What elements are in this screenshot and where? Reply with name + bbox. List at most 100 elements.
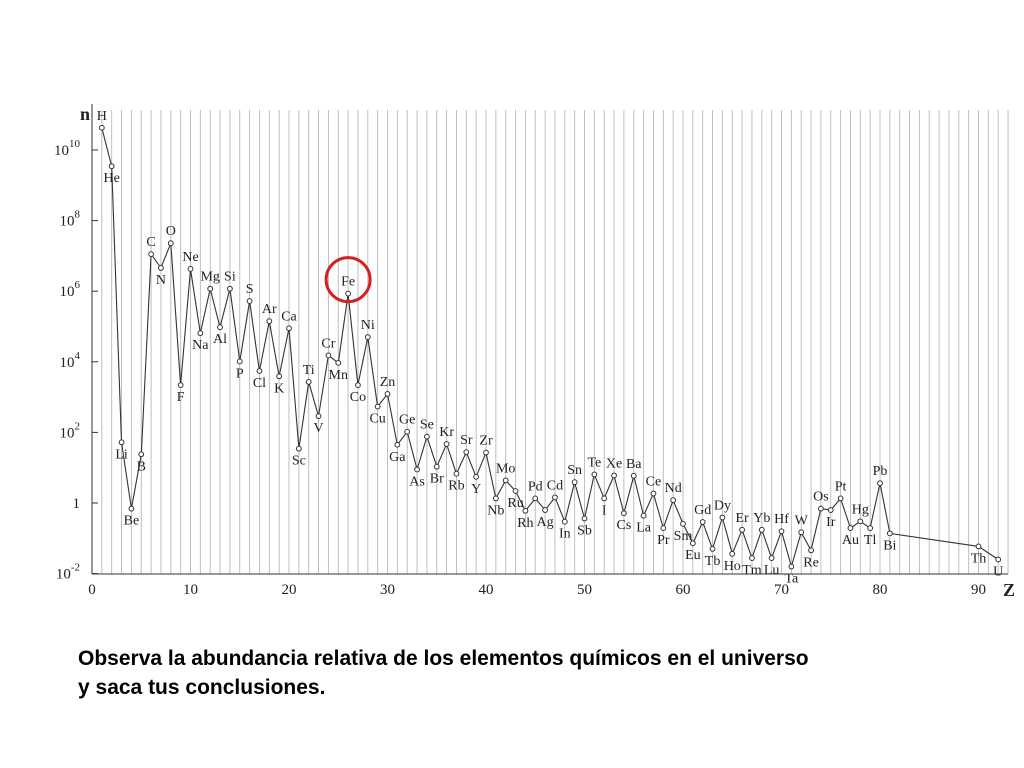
element-label-sb: Sb — [577, 524, 592, 539]
element-label-n: N — [156, 273, 166, 288]
data-point-kr — [443, 441, 450, 447]
data-point-re — [808, 547, 814, 554]
element-label-kr: Kr — [439, 425, 454, 440]
data-point-ba — [630, 472, 637, 479]
element-label-rh: Rh — [517, 516, 533, 531]
data-point-mo — [502, 477, 509, 484]
element-label-ni: Ni — [361, 318, 375, 333]
element-label-er: Er — [735, 511, 749, 526]
element-label-zr: Zr — [479, 434, 493, 449]
y-tick-label: 102 — [60, 420, 81, 441]
data-point-mg — [207, 285, 214, 292]
x-tick-label: 90 — [971, 582, 986, 598]
data-point-br — [433, 463, 440, 470]
data-point-in — [561, 518, 568, 525]
data-point-pd — [532, 495, 539, 502]
data-point-bi — [886, 530, 893, 537]
data-point-li — [118, 439, 125, 446]
element-label-pt: Pt — [835, 479, 847, 494]
data-point-te — [591, 471, 598, 478]
data-point-ho — [729, 550, 736, 557]
element-label-tm: Tm — [742, 563, 762, 578]
x-tick-label: 70 — [774, 582, 789, 598]
element-label-sm: Sm — [674, 529, 693, 544]
data-point-ti — [305, 379, 312, 385]
data-point-au — [847, 525, 854, 531]
data-point-k — [276, 373, 283, 380]
axes — [91, 104, 1009, 575]
element-label-w: W — [795, 513, 809, 528]
element-label-he: He — [104, 171, 120, 186]
data-point-nb — [492, 495, 499, 502]
data-point-gd — [699, 519, 706, 525]
data-point-mn — [335, 359, 342, 366]
element-label-cs: Cs — [617, 518, 632, 533]
element-label-ce: Ce — [646, 474, 662, 489]
data-point-cd — [552, 494, 558, 501]
element-label-li: Li — [115, 447, 128, 462]
y-axis-label: n — [80, 104, 90, 124]
element-label-sc: Sc — [292, 454, 306, 469]
y-tick-exponent: 8 — [75, 209, 81, 221]
x-tick-label: 20 — [282, 582, 297, 598]
data-point-sc — [295, 445, 302, 452]
y-tick-exponent: -2 — [71, 562, 80, 574]
element-label-ba: Ba — [626, 457, 642, 472]
element-label-pr: Pr — [657, 533, 670, 548]
data-point-n — [158, 265, 164, 271]
data-point-cs — [621, 510, 627, 517]
caption-line-2: y saca tus conclusiones. — [78, 676, 326, 699]
data-point-o — [167, 240, 174, 247]
data-point-cu — [374, 403, 381, 410]
data-point-la — [640, 512, 647, 519]
element-label-re: Re — [803, 555, 819, 570]
element-label-pb: Pb — [873, 464, 888, 479]
element-label-ne: Ne — [182, 250, 198, 265]
data-point-he — [108, 163, 115, 170]
element-label-eu: Eu — [685, 548, 701, 563]
y-tick-label: 104 — [60, 350, 81, 371]
data-point-hf — [778, 528, 785, 535]
data-point-ca — [286, 325, 292, 332]
element-label-u: U — [993, 564, 1003, 579]
data-point-c — [148, 251, 155, 258]
data-point-hg — [857, 518, 864, 525]
data-point-p — [236, 358, 243, 365]
data-point-u — [995, 556, 1002, 563]
data-point-co — [355, 382, 361, 388]
data-point-w — [798, 529, 805, 536]
data-point-be — [128, 505, 135, 512]
element-label-s: S — [246, 282, 254, 297]
element-label-gd: Gd — [694, 503, 711, 518]
x-tick-label: 0 — [88, 582, 96, 598]
element-label-ar: Ar — [262, 302, 277, 317]
x-tick-label: 60 — [676, 582, 691, 598]
element-label-si: Si — [224, 270, 236, 285]
element-label-as: As — [409, 474, 425, 489]
y-tick-label: 1010 — [54, 138, 81, 159]
data-point-cr — [325, 352, 332, 359]
data-point-eu — [689, 540, 696, 547]
data-point-b — [138, 451, 145, 458]
data-point-dy — [719, 514, 726, 521]
element-label-au: Au — [842, 533, 859, 548]
element-label-ti: Ti — [303, 363, 315, 378]
data-point-sn — [571, 479, 578, 486]
x-tick-label: 80 — [873, 582, 888, 598]
element-label-ge: Ge — [399, 413, 415, 428]
data-point-ag — [542, 507, 548, 513]
element-label-b: B — [137, 459, 146, 474]
element-label-dy: Dy — [714, 498, 731, 513]
data-point-ce — [650, 490, 657, 497]
element-label-sr: Sr — [460, 433, 473, 448]
x-tick-label: 30 — [380, 582, 395, 598]
data-point-na — [197, 330, 204, 337]
data-point-zn — [384, 391, 391, 397]
caption-line-1: Observa la abundancia relativa de los el… — [78, 647, 809, 670]
vertical-gridlines — [101, 110, 1009, 574]
element-label-be: Be — [124, 514, 140, 529]
element-label-tl: Tl — [864, 533, 877, 548]
data-point-ni — [364, 334, 371, 340]
data-point-tb — [709, 545, 716, 552]
